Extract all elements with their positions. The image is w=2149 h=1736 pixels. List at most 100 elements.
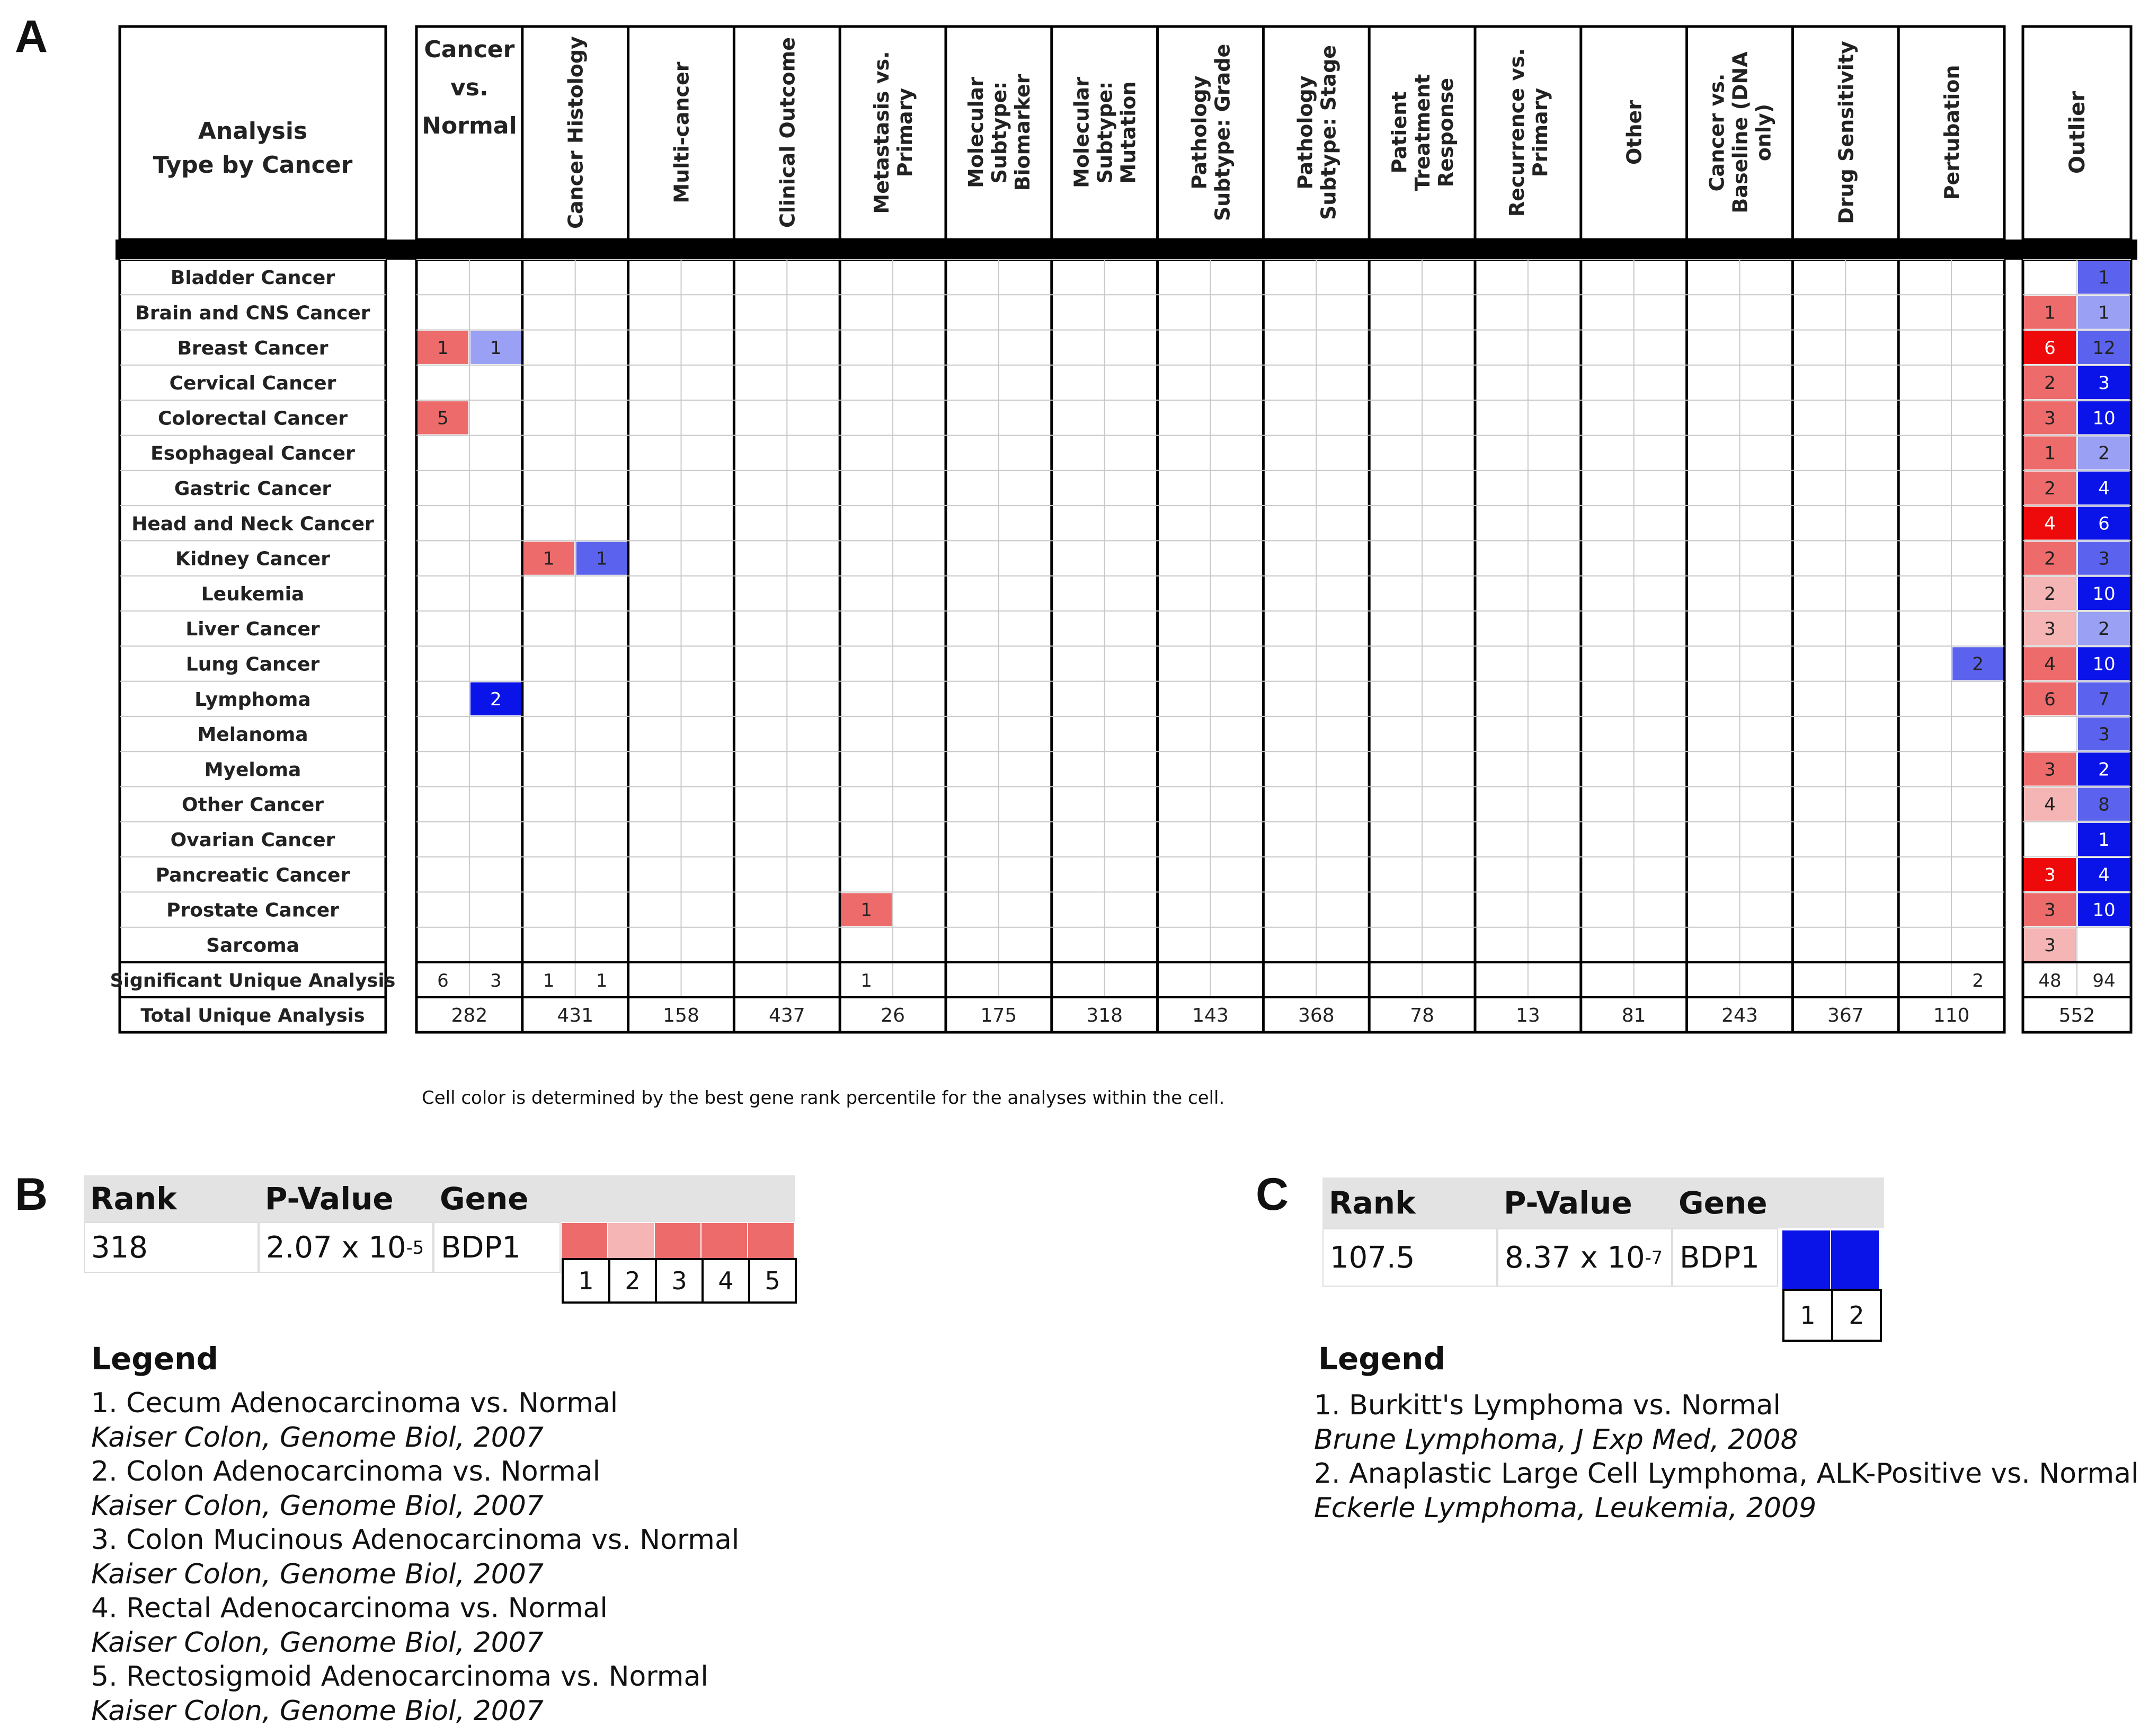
outlier-cell [2078, 752, 2130, 786]
outlier-cell-value: 4 [2098, 864, 2110, 885]
pvalue-header: P-Value [1497, 1177, 1672, 1228]
outlier-cell [2024, 787, 2076, 821]
outlier-cell [2024, 577, 2076, 610]
rank-value: 107.5 [1322, 1228, 1497, 1287]
heat-index-label: 1 [562, 1258, 610, 1304]
outlier-cell [2078, 296, 2130, 329]
outlier-cell [2078, 471, 2130, 505]
heat-cell [523, 542, 574, 575]
heat-cell-value: 1 [860, 900, 872, 921]
gene-value: BDP1 [1672, 1228, 1778, 1287]
column-header-label: Clinical Outcome [776, 37, 799, 228]
heat-cell [1952, 647, 2003, 680]
heat-cell [576, 542, 627, 575]
sig-count: 1 [860, 970, 872, 991]
rank-header: Rank [1322, 1177, 1497, 1228]
outlier-cell-value: 1 [2044, 443, 2056, 464]
outlier-cell-value: 1 [2098, 829, 2110, 851]
row-label: Lymphoma [194, 689, 310, 711]
row-label: Head and Neck Cancer [131, 513, 374, 535]
heat-block [701, 1223, 748, 1258]
outlier-cell-value: 3 [2044, 408, 2056, 429]
legend-citation: Kaiser Colon, Genome Biol, 2007 [91, 1626, 544, 1659]
outlier-cell-value: 3 [2098, 373, 2110, 394]
pvalue-base: 2.07 x 10 [266, 1230, 406, 1265]
header-bar [116, 240, 2137, 260]
row-label: Melanoma [197, 724, 308, 746]
outlier-cell-value: 3 [2098, 724, 2110, 745]
pvalue-base: 8.37 x 10 [1505, 1240, 1645, 1275]
column-header-label: Normal [422, 112, 517, 139]
heat-block [608, 1223, 655, 1258]
total-count: 243 [1721, 1005, 1758, 1026]
row-label: Other Cancer [182, 794, 324, 816]
legend-item: 5. Rectosigmoid Adenocarcinoma vs. Norma… [91, 1661, 708, 1693]
outlier-cell [2078, 507, 2130, 540]
total-count: 143 [1192, 1005, 1229, 1026]
panel-label-b: B [15, 1169, 48, 1220]
outlier-cell [2078, 331, 2130, 364]
footer-row-label: Total Unique Analysis [140, 1005, 365, 1026]
column-header-label: Cancer Histology [564, 36, 588, 229]
legend-citation: Kaiser Colon, Genome Biol, 2007 [91, 1558, 544, 1590]
outlier-cell [2078, 893, 2130, 926]
row-label: Liver Cancer [185, 618, 320, 640]
column-header-label: Molecular [1070, 77, 1094, 188]
heat-block [1782, 1230, 1831, 1289]
total-count: 282 [451, 1005, 488, 1026]
outlier-cell [2078, 717, 2130, 751]
legend-item: 2. Anaplastic Large Cell Lymphoma, ALK-P… [1314, 1458, 2139, 1490]
outlier-cell-value: 2 [2044, 548, 2056, 570]
outlier-cell-value: 1 [2098, 302, 2110, 323]
outlier-cell [2024, 401, 2076, 435]
column-header-label: Response [1434, 78, 1458, 187]
heat-cell [470, 682, 521, 715]
footer-row-label: Significant Unique Analysis [110, 970, 396, 991]
total-count: 81 [1622, 1005, 1646, 1026]
heat-block [1831, 1230, 1880, 1289]
column-header-label: Pertubation [1940, 65, 1964, 200]
outlier-cell [2024, 928, 2076, 961]
outlier-cell [2024, 612, 2076, 645]
outlier-cell-value: 1 [2044, 302, 2056, 323]
heat-header [561, 1175, 795, 1222]
heat-cell-value: 1 [543, 548, 555, 570]
outlier-cell [2078, 366, 2130, 400]
outlier-cell-value: 2 [2098, 618, 2110, 640]
column-header-label: Patient [1388, 92, 1411, 174]
total-count: 367 [1827, 1005, 1864, 1026]
outlier-cell [2078, 822, 2130, 856]
outlier-cell-value: 4 [2044, 794, 2056, 816]
rank-value: 318 [84, 1222, 259, 1273]
outlier-cell-value: 4 [2044, 653, 2056, 675]
panel-label-a: A [15, 11, 48, 62]
outlier-cell-value: 2 [2098, 759, 2110, 780]
legend-title: Legend [1318, 1341, 1445, 1377]
legend-citation: Kaiser Colon, Genome Biol, 2007 [91, 1695, 544, 1727]
column-header-label: only) [1752, 104, 1775, 161]
column-header-label: Multi-cancer [670, 61, 694, 203]
heat-block [562, 1223, 608, 1258]
outlier-cell-value: 3 [2044, 759, 2056, 780]
column-header-label: Cancer [424, 36, 514, 63]
total-count: 552 [2059, 1005, 2095, 1026]
outlier-cell-value: 2 [2098, 443, 2110, 464]
gene-header: Gene [433, 1175, 561, 1222]
outlier-cell-value: 4 [2044, 513, 2056, 534]
outlier-cell-value: 2 [2044, 373, 2056, 394]
legend-item: 4. Rectal Adenocarcinoma vs. Normal [91, 1592, 608, 1624]
outlier-cell [2078, 682, 2130, 715]
outlier-cell [2078, 542, 2130, 575]
column-header-label: Baseline (DNA [1729, 51, 1752, 214]
column-header-label: Cancer vs. [1706, 74, 1729, 192]
total-count: 368 [1298, 1005, 1335, 1026]
outlier-cell [2024, 752, 2076, 786]
heat-cell [470, 331, 521, 364]
total-count: 318 [1086, 1005, 1123, 1026]
column-header-label: vs. [450, 74, 489, 101]
pvalue-header: P-Value [259, 1175, 433, 1222]
pvalue-value: 2.07 x 10 -5 [259, 1222, 433, 1273]
outlier-cell [2024, 647, 2076, 680]
outlier-cell [2024, 682, 2076, 715]
heat-cell [841, 893, 892, 926]
